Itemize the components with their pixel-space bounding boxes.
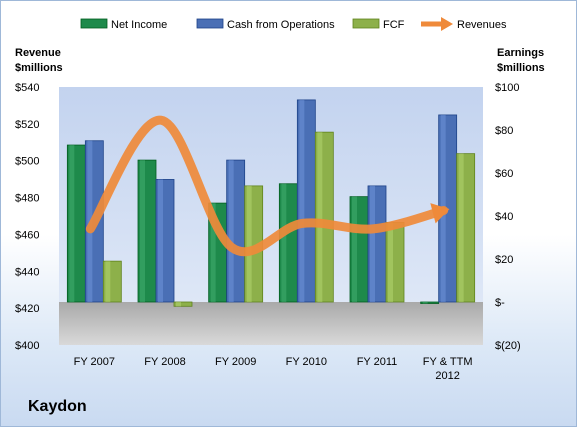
legend-swatch bbox=[352, 18, 380, 29]
left-axis-tick: $400 bbox=[15, 340, 39, 352]
left-axis-title-line2: $millions bbox=[15, 62, 63, 74]
category-label: FY 2009 bbox=[215, 356, 256, 368]
category-label: FY & TTM bbox=[423, 356, 473, 368]
plot-floor bbox=[59, 302, 483, 345]
left-axis-tick: $460 bbox=[15, 229, 39, 241]
bar-highlight bbox=[458, 153, 464, 302]
revenues-point bbox=[443, 209, 445, 211]
revenues-point bbox=[89, 228, 91, 230]
revenues-point bbox=[160, 119, 162, 121]
bar-highlight bbox=[158, 179, 163, 302]
bar-highlight bbox=[69, 145, 75, 302]
right-axis-tick: $20 bbox=[495, 254, 513, 266]
category-label: FY 2010 bbox=[286, 356, 327, 368]
legend-label: Net Income bbox=[111, 19, 167, 31]
bar-highlight bbox=[422, 302, 428, 304]
legend-label: FCF bbox=[383, 19, 405, 31]
left-axis-tick: $420 bbox=[15, 303, 39, 315]
revenues-point bbox=[231, 246, 233, 248]
category-label: 2012 bbox=[435, 370, 459, 382]
revenues-arrowhead bbox=[430, 203, 450, 224]
right-axis-tick: $80 bbox=[495, 125, 513, 137]
bar-highlight bbox=[140, 160, 145, 302]
legend-label: Cash from Operations bbox=[227, 19, 335, 31]
right-axis-tick: $40 bbox=[495, 211, 513, 223]
category-label: FY 2011 bbox=[357, 356, 398, 368]
right-axis-tick: $(20) bbox=[495, 340, 521, 352]
bar-highlight bbox=[105, 261, 111, 302]
revenues-point bbox=[372, 228, 374, 230]
company-name: Kaydon bbox=[28, 398, 87, 415]
left-axis-tick: $540 bbox=[15, 82, 39, 94]
bar-fcf bbox=[173, 301, 193, 307]
category-label: FY 2008 bbox=[144, 356, 185, 368]
legend-label: Revenues bbox=[457, 19, 507, 31]
right-axis-title-line2: $millions bbox=[497, 62, 545, 74]
right-axis-tick: $100 bbox=[495, 82, 519, 94]
bar-highlight bbox=[228, 160, 234, 302]
bar-net-income bbox=[420, 301, 440, 304]
category-label: FY 2007 bbox=[74, 356, 115, 368]
revenues-point bbox=[301, 222, 303, 224]
left-axis-tick: $520 bbox=[15, 119, 39, 131]
bar-highlight bbox=[370, 185, 375, 302]
bar-highlight bbox=[352, 196, 357, 302]
bar-highlight bbox=[281, 183, 287, 302]
left-axis-tick: $440 bbox=[15, 266, 39, 278]
legend-arrow bbox=[441, 17, 453, 31]
legend-swatch bbox=[80, 18, 108, 29]
right-axis-tick: $- bbox=[495, 297, 505, 309]
legend: Net Income Cash from Operations FCF Revenue… bbox=[80, 17, 507, 31]
legend-swatch bbox=[196, 18, 224, 29]
right-axis-tick: $60 bbox=[495, 168, 513, 180]
bar-highlight bbox=[388, 222, 393, 302]
bar-highlight bbox=[299, 99, 305, 303]
bar-highlight bbox=[317, 132, 323, 302]
bar-highlight bbox=[176, 302, 181, 307]
left-axis-tick: $500 bbox=[15, 156, 39, 168]
right-axis-title-line1: Earnings bbox=[497, 47, 544, 59]
left-axis-title-line1: Revenue bbox=[15, 47, 61, 59]
bar-highlight bbox=[210, 203, 216, 302]
bar-highlight bbox=[246, 185, 252, 302]
left-axis-tick: $480 bbox=[15, 193, 39, 205]
